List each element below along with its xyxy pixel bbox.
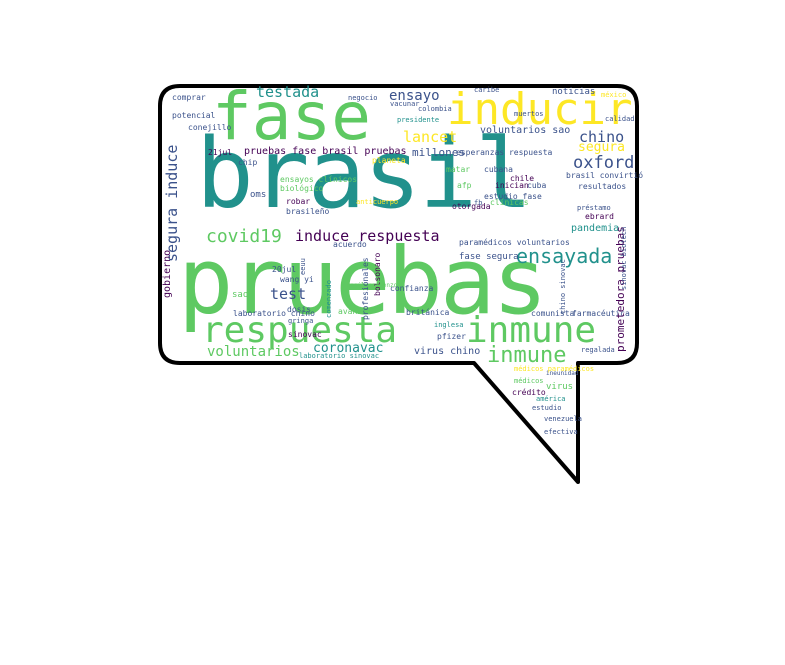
word-pruebas-fase-brasil: pruebas fase brasil pruebas <box>244 146 407 157</box>
word-laboratorio-chino: laboratorio chino <box>233 309 315 318</box>
word-pfizer: pfizer <box>437 332 466 341</box>
word-respuesta: respuesta <box>202 310 398 351</box>
word-vacunar: vacunar <box>390 100 420 108</box>
word-ensayos-clinicos: ensayos clínicos <box>280 175 358 184</box>
word-colombia: colombia <box>418 105 452 113</box>
word-voluntarios: voluntarios <box>207 344 300 360</box>
word-resultados: resultados <box>578 182 627 191</box>
word-induce-respuesta: induce respuesta <box>295 227 440 245</box>
word-inmune-small: inmune <box>487 343 567 368</box>
word-avanza: avanza <box>338 307 367 316</box>
word-medicos: médicos <box>514 377 544 385</box>
word-oms: oms <box>250 190 267 200</box>
word-caribe: caribe <box>474 86 500 94</box>
word-dosis: dosis <box>287 305 312 314</box>
word-paramedicos-voluntarios: paramédicos voluntarios <box>459 238 570 247</box>
word-america: américa <box>536 395 566 403</box>
word-efectiva: efectiva <box>544 428 578 436</box>
word-eeuu: eeuu <box>299 258 307 275</box>
word-regalada: regalada <box>581 346 615 354</box>
word-sao: sao <box>232 290 249 300</box>
word-fase: fase <box>212 78 371 155</box>
word-chip: chip <box>238 158 258 167</box>
word-brasil-convirtio: brasil convirtió <box>566 171 644 180</box>
word-confianza: confianza <box>390 284 434 293</box>
word-acuerdo: acuerdo <box>333 240 367 249</box>
word-laboratorio-sinovac: laboratorio sinovac <box>299 352 380 360</box>
word-calidad: calidad <box>605 115 635 123</box>
word-ensayo: ensayo <box>389 88 440 104</box>
word-conejillo: conejillo <box>188 123 232 132</box>
word-gringa: gringa <box>288 317 314 325</box>
word-biologico: biológico <box>280 184 324 193</box>
word-segura-induce: segura induce <box>163 144 181 262</box>
word-chino-sinovac: chino sinovac <box>559 259 567 314</box>
word-voluntarios-sao: voluntarios sao <box>480 125 571 136</box>
word-bolsonaro: bolsonaro <box>373 252 382 296</box>
word-chile: chile <box>510 174 535 183</box>
word-brasil: brasil <box>196 118 533 230</box>
word-venezuela: venezuela <box>544 415 582 423</box>
word-credito: crédito <box>512 388 546 397</box>
word-cuba: cuba <box>527 181 547 190</box>
word-virus-chino: virus chino <box>414 346 481 357</box>
word-brasil-comienzo: brasil comienzo <box>343 282 398 289</box>
word-prestamo: préstamo <box>577 204 611 212</box>
word-inician: inician <box>495 181 529 190</box>
word-noticias: noticias <box>552 87 596 97</box>
word-comprar: comprar <box>172 93 206 102</box>
word-oxford: oxford <box>573 153 635 173</box>
word-segura: segura <box>578 140 625 155</box>
word-inmune: inmune <box>466 310 597 351</box>
word-inglesa: inglesa <box>434 321 464 329</box>
word-pandemia: pandemia <box>571 223 620 234</box>
word-ensayada: ensayada <box>516 244 613 268</box>
word-presidente: presidente <box>397 116 440 124</box>
word-pruebas: pruebas <box>178 228 548 335</box>
word-coronavac: coronavac <box>313 341 384 356</box>
word-muertos: muertos <box>514 110 544 118</box>
word-millones: millones <box>412 146 465 159</box>
word-negocio: negocio <box>348 94 378 102</box>
word-virus: virus <box>546 382 574 392</box>
word-anticuerpo: anticuerpo <box>356 198 399 206</box>
word-comenzado: comenzado <box>325 280 333 318</box>
word-esperanzas-respuesta: esperanzas respuesta <box>456 148 553 157</box>
word-ineunidad: ineunidad <box>546 370 579 377</box>
word-wang-yi: wang yi <box>280 275 314 284</box>
word-cubana: cubana <box>484 165 513 174</box>
word-fase-segura: fase segura <box>459 252 519 262</box>
word-sinovac: sinovac <box>288 330 322 339</box>
word-testada: testada <box>256 83 320 101</box>
word-estudio-fase: estudio fase <box>484 192 542 201</box>
word-medicos-paramedicos: médicos paramédicos <box>514 365 595 373</box>
word-planeta: planeta <box>372 156 406 165</box>
word-fb: fb <box>474 199 483 207</box>
word-covid19: covid19 <box>206 226 282 247</box>
word-sinovac-biotech: sinovac biotech <box>620 226 628 290</box>
word-matar: matar <box>446 165 471 174</box>
word-farmaceutica: farmacéutica <box>572 309 630 318</box>
word-brasileno: brasileño <box>286 207 330 216</box>
word-20jul: 20jul <box>272 265 297 274</box>
word-gobierno: gobierno <box>162 249 173 298</box>
word-comunista: comunista <box>531 309 575 318</box>
word-robar: robar <box>286 197 311 206</box>
word-otorgada: otorgada <box>452 202 491 211</box>
word-britanica: británica <box>406 308 450 317</box>
word-clinicas: clínicas <box>490 198 529 207</box>
word-potencial: potencial <box>172 111 216 120</box>
word-test: test <box>270 285 307 303</box>
word-afp: afp <box>457 181 472 190</box>
word-inducir: inducir <box>447 84 633 135</box>
word-estudio: estudio <box>532 404 562 412</box>
word-mexico: méxico <box>601 91 627 99</box>
word-ebrard: ebrard <box>585 212 614 221</box>
word-21jul: 21jul <box>208 148 233 157</box>
word-lancet: lancet <box>403 128 458 146</box>
word-chino: chino <box>579 128 625 146</box>
